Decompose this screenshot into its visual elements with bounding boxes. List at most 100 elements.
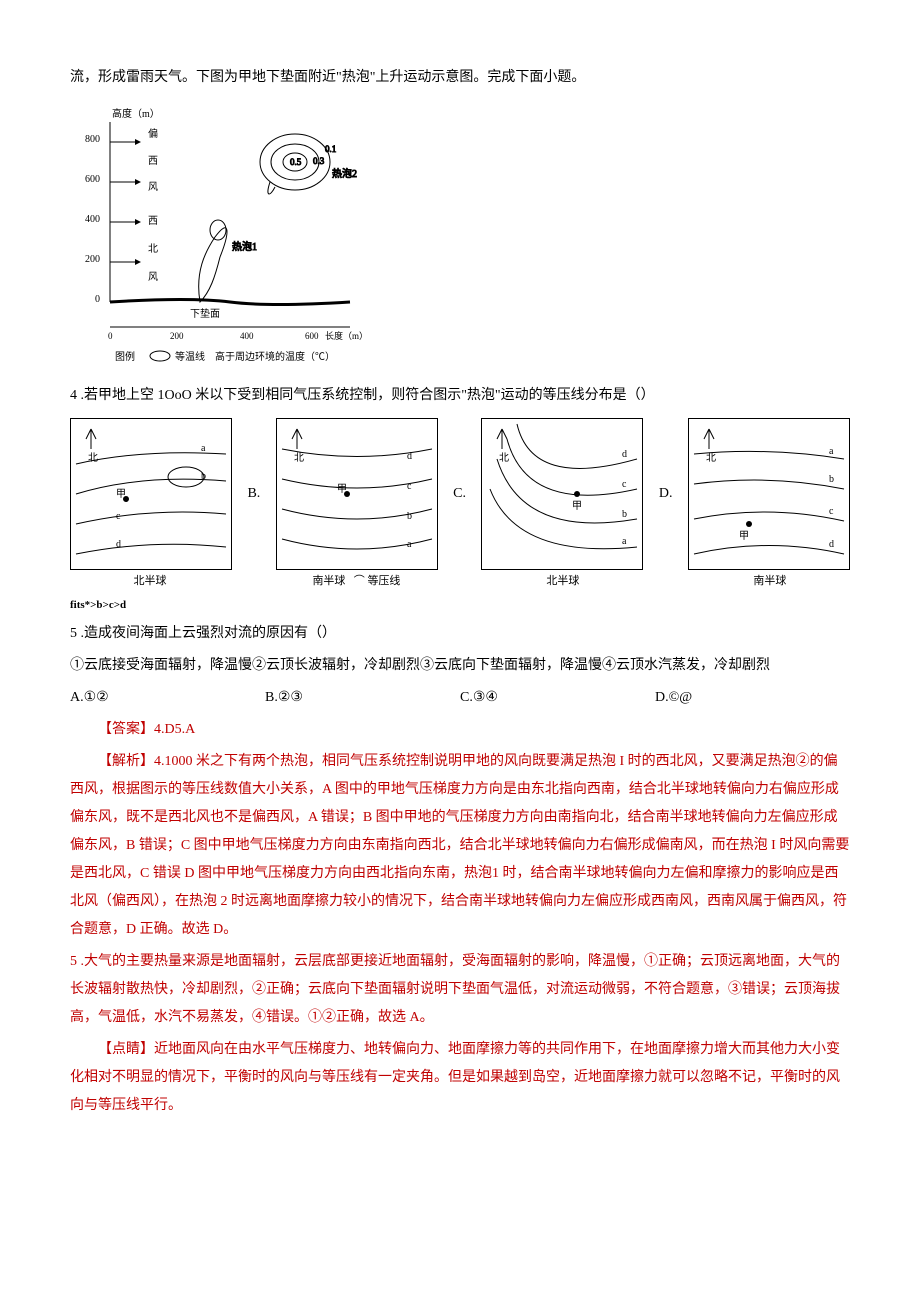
- q5-opt-D: D.©@: [655, 684, 850, 712]
- B-d: d: [407, 451, 412, 462]
- ytick-800: 800: [85, 134, 100, 145]
- A-c: c: [116, 511, 121, 522]
- q5-opt-C: C.③④: [460, 684, 655, 712]
- analysis-p1: 4.1000 米之下有两个热泡，相同气压系统控制说明甲地的风向既要满足热泡 I …: [70, 754, 849, 937]
- A-jia: 甲: [116, 489, 126, 500]
- B-b: b: [407, 511, 412, 522]
- choice-B-svg: 北 d c b a 甲: [277, 419, 437, 569]
- wind-labels: 偏 西 风 西 北 风: [148, 127, 158, 283]
- main-diagram: 高度（m） 800 600 400 200 0 偏 西 风 西 北 风: [70, 102, 850, 372]
- north-B: 北: [294, 452, 304, 464]
- hemi-B-text: 南半球: [312, 575, 345, 587]
- xt2: 400: [240, 331, 254, 341]
- xt0: 0: [108, 331, 113, 341]
- C-c: c: [622, 479, 627, 490]
- B-jia: 甲: [337, 484, 347, 495]
- q5-opt-A: A.①②: [70, 684, 265, 712]
- ytick-0: 0: [95, 294, 100, 305]
- B-a: a: [407, 539, 412, 550]
- thermal-bubble-diagram-svg: 高度（m） 800 600 400 200 0 偏 西 风 西 北 风: [70, 102, 370, 372]
- ytick-600: 600: [85, 174, 100, 185]
- choice-A-wrapper: 北 a b c d 甲: [70, 418, 232, 570]
- wind-label-2: 风: [148, 181, 158, 193]
- q4-choices: 北 a b c d 甲 B. 北 d c b a 甲 C.: [70, 418, 850, 570]
- hemi-C: 北半球: [483, 570, 643, 592]
- A-a: a: [201, 443, 206, 454]
- hemi-D: 南半球: [690, 570, 850, 592]
- y-axis-title: 高度（m）: [112, 107, 160, 120]
- bubble1: 热泡1: [199, 220, 257, 302]
- choice-A-box: 北 a b c d 甲: [70, 418, 232, 570]
- wind-label-4: 北: [148, 243, 158, 255]
- label-D: D.: [659, 480, 673, 508]
- b2-c2: 0.3: [313, 156, 325, 166]
- choice-B-wrapper: 北 d c b a 甲: [276, 418, 438, 570]
- y-ticks: 800 600 400 200 0: [85, 134, 100, 305]
- label-C: C.: [453, 480, 466, 508]
- diagram-legend: 图例 等温线 高于周边环境的温度（℃）: [115, 350, 335, 363]
- wind-label-0: 偏: [148, 127, 158, 140]
- choice-C-svg: 北 d c b a 甲: [482, 419, 642, 569]
- panelB-legend: 等压线: [367, 575, 400, 587]
- hemi-A: 北半球: [70, 570, 230, 592]
- hemi-B: 南半球 ⌒ 等压线: [276, 570, 436, 592]
- b2-c3: 0.5: [290, 157, 302, 167]
- north-C: 北: [499, 452, 509, 464]
- bubble1-label: 热泡1: [232, 240, 257, 253]
- north-A: 北: [88, 452, 98, 464]
- intro-text: 流，形成雷雨天气。下图为甲地下垫面附近"热泡"上升运动示意图。完成下面小题。: [70, 64, 850, 92]
- legend-desc: 高于周边环境的温度（℃）: [215, 350, 335, 363]
- choice-D-svg: 北 a b c d 甲: [689, 419, 849, 569]
- hemisphere-row: 北半球 B. 南半球 ⌒ 等压线 C. 北半球 D. 南半球: [70, 570, 850, 592]
- D-d: d: [829, 539, 834, 550]
- A-d: d: [116, 539, 121, 550]
- ytick-200: 200: [85, 254, 100, 265]
- wind-label-1: 西: [148, 156, 158, 167]
- svg-text:图例: 图例: [115, 350, 135, 363]
- q5-options: A.①② B.②③ C.③④ D.©@: [70, 684, 850, 712]
- wind-label-5: 风: [148, 271, 158, 283]
- x-ticks: 0 200 400 600 长度（m）: [108, 330, 368, 341]
- choice-C-box: 北 d c b a 甲: [481, 418, 643, 570]
- xt3: 600: [305, 331, 319, 341]
- b2-c1: 0.1: [325, 144, 336, 154]
- q5-stem: 5 .造成夜间海面上云强烈对流的原因有（）: [70, 620, 850, 648]
- D-jia: 甲: [739, 531, 749, 542]
- C-b: b: [622, 509, 627, 520]
- choice-C-wrapper: 北 d c b a 甲: [481, 418, 643, 570]
- legend-isotherm: 等温线: [175, 350, 205, 363]
- x-axis-title: 长度（m）: [325, 330, 368, 341]
- analysis-block: 【解析】4.1000 米之下有两个热泡，相同气压系统控制说明甲地的风向既要满足热…: [70, 748, 850, 944]
- answer-line: 【答案】4.D5.A: [70, 716, 850, 744]
- inequality-note: fits*>b>c>d: [70, 594, 850, 616]
- D-a: a: [829, 446, 834, 457]
- tip-block: 【点睛】近地面风向在由水平气压梯度力、地转偏向力、地面摩擦力等的共同作用下，在地…: [70, 1036, 850, 1120]
- xt1: 200: [170, 331, 184, 341]
- C-a: a: [622, 536, 627, 547]
- tip-text: 近地面风向在由水平气压梯度力、地转偏向力、地面摩擦力等的共同作用下，在地面摩擦力…: [70, 1042, 840, 1113]
- C-d: d: [622, 449, 627, 460]
- bubble2-label: 热泡2: [332, 167, 357, 180]
- tip-label: 【点睛】: [98, 1042, 154, 1057]
- analysis-p2: 5 .大气的主要热量来源是地面辐射，云层底部更接近地面辐射，受海面辐射的影响，降…: [70, 948, 850, 1032]
- ground-surface: [110, 300, 350, 305]
- choice-A-svg: 北 a b c d 甲: [71, 419, 231, 569]
- wind-label-3: 西: [148, 216, 158, 227]
- D-b: b: [829, 474, 834, 485]
- ytick-400: 400: [85, 214, 100, 225]
- label-B: B.: [247, 480, 260, 508]
- analysis-label: 【解析】: [98, 754, 154, 769]
- wind-arrows: [110, 142, 140, 262]
- choice-B-box: 北 d c b a 甲: [276, 418, 438, 570]
- choice-D-box: 北 a b c d 甲: [688, 418, 850, 570]
- q4-stem: 4 .若甲地上空 1OoO 米以下受到相同气压系统控制，则符合图示"热泡"运动的…: [70, 382, 850, 410]
- C-jia: 甲: [572, 501, 582, 512]
- choice-D-wrapper: 北 a b c d 甲: [688, 418, 850, 570]
- B-c: c: [407, 481, 412, 492]
- q5-opt-B: B.②③: [265, 684, 460, 712]
- surface-label: 下垫面: [190, 307, 220, 320]
- q5-circled: ①云底接受海面辐射，降温慢②云顶长波辐射，冷却剧烈③云底向下垫面辐射，降温慢④云…: [70, 652, 850, 680]
- north-D: 北: [706, 452, 716, 464]
- bubble2: 0.1 0.3 0.5 热泡2: [260, 134, 357, 194]
- D-c: c: [829, 506, 834, 517]
